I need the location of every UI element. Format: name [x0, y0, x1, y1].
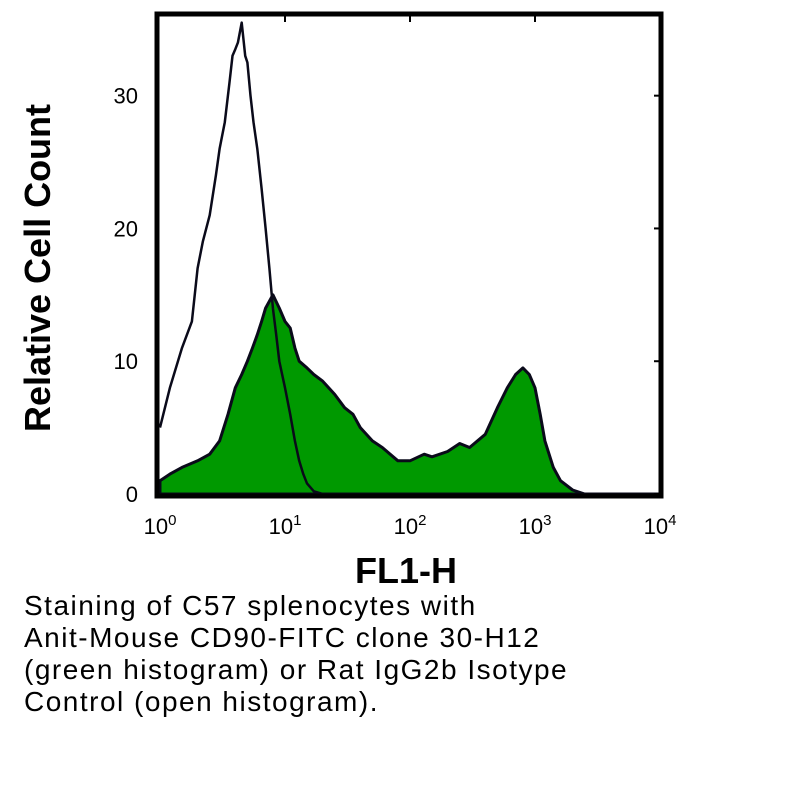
histogram-chart: 0 10 20 30 100 101 102 103 104 Relative Cell Co…	[17, 11, 677, 590]
x-tick-label: 103	[519, 512, 552, 539]
x-axis-title: FL1-H	[355, 550, 457, 590]
caption-line: (green histogram) or Rat IgG2b Isotype	[24, 654, 569, 685]
y-axis-title: Relative Cell Count	[17, 104, 58, 432]
x-tick-label: 100	[144, 512, 177, 539]
y-axis-ticks: 0 10 20 30	[114, 84, 660, 507]
series-layer	[158, 21, 662, 496]
x-tick-label: 102	[394, 512, 427, 539]
x-tick-label: 104	[644, 512, 677, 539]
histogram-filled-series	[158, 293, 662, 496]
histogram-open-series	[158, 21, 660, 496]
y-tick-label: 10	[114, 349, 138, 374]
plot-frame	[154, 11, 664, 499]
caption-line: Control (open histogram).	[24, 686, 379, 717]
y-tick-label: 30	[114, 84, 138, 109]
x-tick-label: 101	[269, 512, 302, 539]
y-tick-label: 0	[126, 482, 138, 507]
caption-line: Staining of C57 splenocytes with	[24, 590, 477, 621]
x-axis-ticks: 100 101 102 103 104	[144, 16, 677, 539]
caption-line: Anit-Mouse CD90-FITC clone 30-H12	[24, 622, 541, 653]
y-tick-label: 20	[114, 216, 138, 241]
figure-caption: Staining of C57 splenocytes with Anit-Mo…	[24, 590, 784, 718]
